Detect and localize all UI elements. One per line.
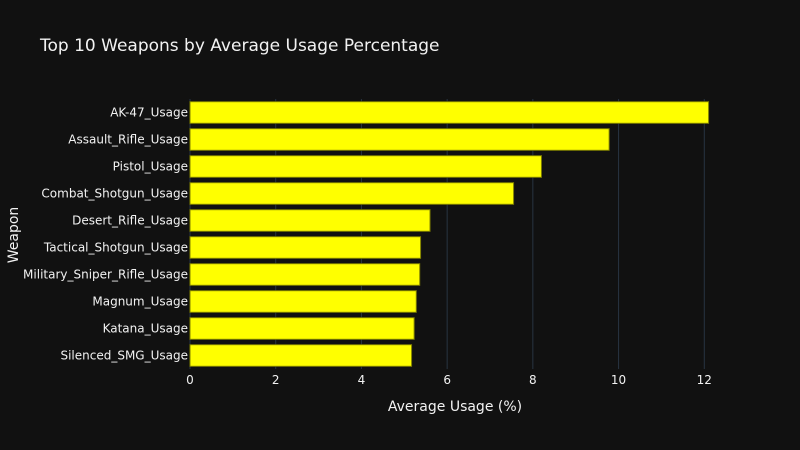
x-tick-label: 8 bbox=[529, 373, 537, 387]
y-tick-label: Military_Sniper_Rifle_Usage bbox=[23, 268, 188, 282]
x-tick-label: 12 bbox=[697, 373, 712, 387]
x-axis-ticks: 0 2 4 6 8 10 12 bbox=[186, 373, 712, 387]
y-tick-label: Assault_Rifle_Usage bbox=[68, 133, 188, 147]
y-tick-label: Pistol_Usage bbox=[113, 160, 188, 174]
y-tick-label: Desert_Rifle_Usage bbox=[72, 214, 188, 228]
y-tick-label: Katana_Usage bbox=[103, 322, 188, 336]
x-tick-label: 10 bbox=[611, 373, 626, 387]
y-tick-label: Magnum_Usage bbox=[92, 295, 188, 309]
x-tick-label: 0 bbox=[186, 373, 194, 387]
y-tick-label: Tactical_Shotgun_Usage bbox=[43, 241, 188, 255]
bar-combat-shotgun-usage bbox=[189, 182, 515, 205]
y-axis-title: Weapon bbox=[6, 207, 22, 264]
y-tick-label: AK-47_Usage bbox=[110, 106, 188, 120]
bar-assault-rifle-usage bbox=[189, 128, 610, 151]
x-tick-label: 2 bbox=[272, 373, 280, 387]
y-axis-ticks: AK-47_Usage Assault_Rifle_Usage Pistol_Usa… bbox=[23, 106, 188, 363]
bar-tactical-shotgun-usage bbox=[189, 236, 422, 259]
bars bbox=[189, 101, 710, 367]
chart-title: Top 10 Weapons by Average Usage Percenta… bbox=[39, 36, 440, 56]
bar-military-sniper-rifle-usage bbox=[189, 263, 421, 286]
x-tick-label: 6 bbox=[443, 373, 451, 387]
bar-magnum-usage bbox=[189, 290, 417, 313]
x-axis-title: Average Usage (%) bbox=[388, 399, 522, 415]
x-tick-label: 4 bbox=[358, 373, 366, 387]
bar-pistol-usage bbox=[189, 155, 542, 178]
bar-ak-47-usage bbox=[189, 101, 710, 124]
y-tick-label: Combat_Shotgun_Usage bbox=[41, 187, 188, 201]
bar-silenced-smg-usage bbox=[189, 344, 413, 367]
bar-katana-usage bbox=[189, 317, 415, 340]
bar-desert-rifle-usage bbox=[189, 209, 431, 232]
y-tick-label: Silenced_SMG_Usage bbox=[60, 349, 188, 363]
